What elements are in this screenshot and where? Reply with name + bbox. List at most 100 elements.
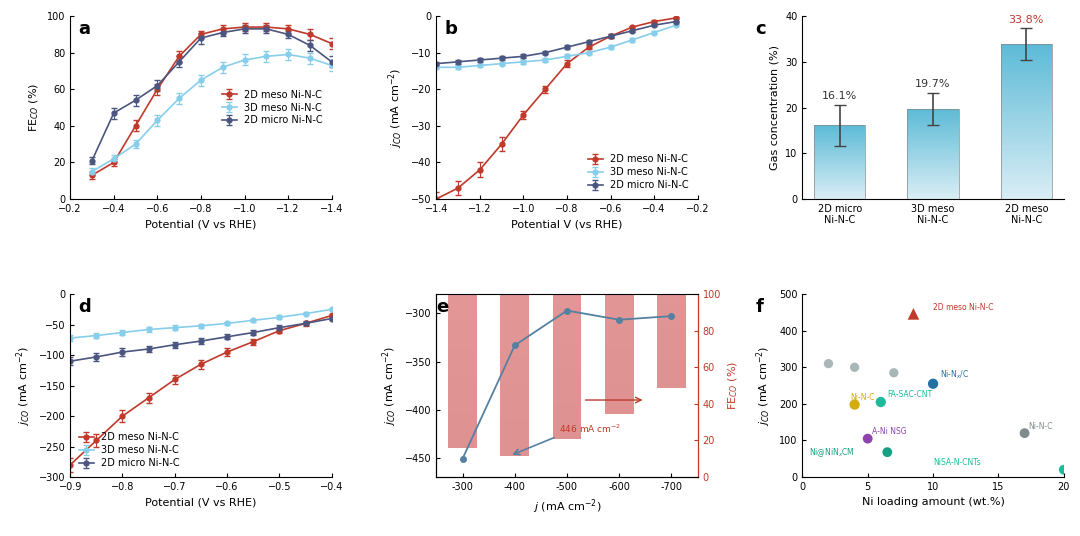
Bar — [1001, 193, 1052, 195]
Bar — [500, 348, 529, 355]
Bar — [907, 125, 959, 126]
Bar — [1001, 60, 1052, 62]
Bar — [1001, 168, 1052, 169]
Bar — [814, 190, 865, 191]
Bar — [907, 116, 959, 117]
Bar — [1001, 68, 1052, 69]
Bar — [605, 96, 634, 102]
Bar — [448, 166, 477, 173]
Bar — [907, 113, 959, 114]
Bar — [553, 356, 581, 363]
Bar — [814, 149, 865, 150]
Bar — [907, 162, 959, 163]
Bar — [605, 142, 634, 148]
Bar — [500, 197, 529, 204]
Bar — [814, 175, 865, 176]
Bar — [657, 67, 686, 73]
Bar — [657, 31, 686, 36]
Bar — [907, 191, 959, 192]
Bar — [500, 204, 529, 212]
Point — [846, 400, 863, 409]
Bar — [448, 392, 477, 399]
Bar — [500, 161, 529, 168]
Bar — [1001, 140, 1052, 142]
Bar — [907, 189, 959, 190]
Bar — [657, 103, 686, 109]
Bar — [605, 220, 634, 226]
Bar — [605, 349, 634, 356]
Bar — [500, 96, 529, 103]
Text: Ni-N$_x$/C: Ni-N$_x$/C — [940, 368, 969, 381]
Bar — [1001, 46, 1052, 48]
Bar — [814, 148, 865, 149]
Bar — [500, 255, 529, 262]
Bar — [907, 137, 959, 138]
Bar — [605, 129, 634, 135]
Bar — [814, 189, 865, 190]
Bar — [553, 162, 581, 169]
X-axis label: $j$ (mA cm$^{-2}$): $j$ (mA cm$^{-2}$) — [532, 497, 602, 516]
Point — [886, 368, 903, 377]
Y-axis label: $j_{CO}$ (mA cm$^{-2}$): $j_{CO}$ (mA cm$^{-2}$) — [387, 68, 405, 148]
Bar — [605, 168, 634, 174]
Bar — [814, 179, 865, 180]
X-axis label: Potential (V vs RHE): Potential (V vs RHE) — [145, 497, 257, 508]
Bar — [553, 52, 581, 59]
Bar — [605, 64, 634, 70]
Y-axis label: $j_{CO}$ (mA cm$^{-2}$): $j_{CO}$ (mA cm$^{-2}$) — [755, 345, 773, 426]
Bar — [657, 206, 686, 213]
Bar — [1001, 188, 1052, 190]
Bar — [1001, 105, 1052, 106]
Bar — [500, 212, 529, 219]
Bar — [907, 148, 959, 150]
Bar — [814, 184, 865, 185]
Bar — [1001, 156, 1052, 157]
Bar — [448, 229, 477, 236]
Bar — [814, 125, 865, 199]
Bar — [1001, 153, 1052, 154]
X-axis label: Potential V (vs RHE): Potential V (vs RHE) — [511, 219, 623, 229]
Bar — [553, 211, 581, 218]
Bar — [553, 114, 581, 121]
Bar — [1001, 88, 1052, 90]
Bar — [814, 134, 865, 135]
Bar — [605, 148, 634, 154]
Bar — [907, 176, 959, 177]
Bar — [657, 370, 686, 376]
Bar — [1001, 74, 1052, 76]
Bar — [907, 123, 959, 124]
Bar — [1001, 177, 1052, 179]
Bar — [1001, 154, 1052, 156]
Bar — [605, 310, 634, 317]
Bar — [605, 317, 634, 324]
Bar — [448, 420, 477, 427]
Bar — [907, 181, 959, 182]
Bar — [1001, 111, 1052, 113]
Bar — [907, 130, 959, 131]
Bar — [448, 300, 477, 307]
Bar — [1001, 95, 1052, 97]
Bar — [605, 408, 634, 414]
Bar — [448, 74, 477, 81]
Bar — [553, 411, 581, 418]
Bar — [657, 322, 686, 328]
Bar — [448, 130, 477, 138]
Bar — [814, 133, 865, 134]
Bar — [605, 213, 634, 220]
Bar — [814, 154, 865, 155]
Bar — [448, 427, 477, 434]
Bar — [814, 125, 865, 126]
Bar — [1001, 122, 1052, 123]
Bar — [448, 377, 477, 385]
Bar — [553, 308, 581, 314]
Bar — [1001, 130, 1052, 131]
Bar — [448, 53, 477, 60]
Bar — [1001, 146, 1052, 148]
Bar — [1001, 183, 1052, 185]
Bar — [1001, 117, 1052, 118]
Y-axis label: $j_{CO}$ (mA cm$^{-2}$): $j_{CO}$ (mA cm$^{-2}$) — [380, 345, 400, 426]
Text: d: d — [78, 298, 91, 316]
Bar — [1001, 102, 1052, 103]
Bar — [500, 384, 529, 391]
Bar — [1001, 185, 1052, 187]
